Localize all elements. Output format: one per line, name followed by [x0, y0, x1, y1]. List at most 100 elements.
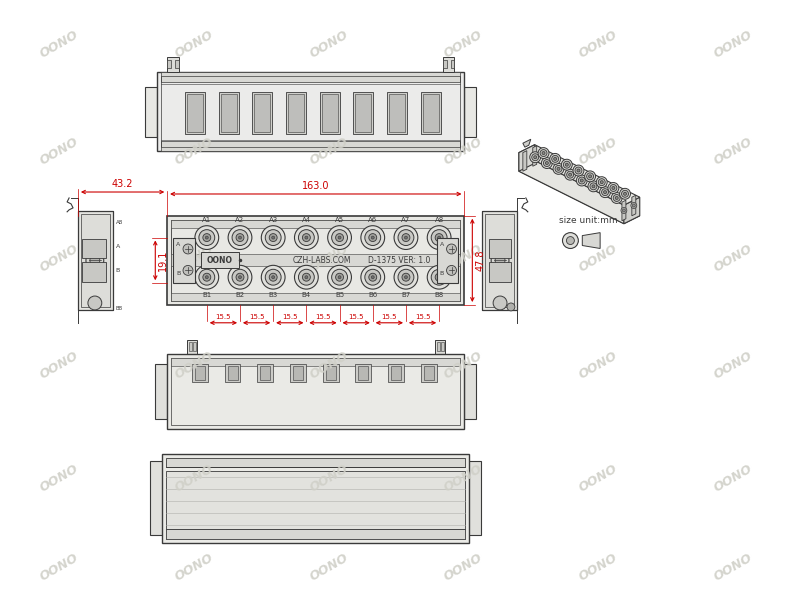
- Circle shape: [369, 273, 377, 281]
- Circle shape: [534, 156, 537, 159]
- Circle shape: [622, 190, 629, 197]
- Circle shape: [578, 177, 586, 184]
- Circle shape: [608, 182, 619, 193]
- Bar: [187, 340, 197, 355]
- Circle shape: [507, 303, 515, 311]
- Text: 19.1: 19.1: [158, 250, 168, 271]
- Bar: [422, 94, 438, 131]
- Text: OONO: OONO: [172, 135, 215, 167]
- Circle shape: [577, 169, 580, 172]
- Bar: [167, 355, 464, 429]
- Circle shape: [446, 265, 457, 275]
- Circle shape: [580, 179, 583, 182]
- Circle shape: [554, 157, 557, 160]
- Text: B8: B8: [434, 292, 444, 298]
- Circle shape: [538, 148, 549, 158]
- Circle shape: [405, 236, 407, 239]
- Bar: [293, 367, 303, 380]
- Circle shape: [262, 226, 285, 250]
- Circle shape: [262, 265, 285, 289]
- Circle shape: [336, 273, 343, 281]
- Text: 15.5: 15.5: [282, 314, 298, 320]
- Circle shape: [332, 230, 347, 245]
- Circle shape: [585, 171, 595, 182]
- Text: B: B: [176, 271, 180, 276]
- Circle shape: [294, 265, 318, 289]
- Bar: [464, 364, 476, 419]
- Bar: [489, 239, 511, 259]
- Bar: [166, 458, 466, 467]
- Circle shape: [600, 187, 610, 197]
- Text: B4: B4: [302, 292, 311, 298]
- Polygon shape: [523, 139, 530, 147]
- Polygon shape: [519, 145, 534, 171]
- Text: A2: A2: [235, 217, 245, 223]
- Bar: [254, 94, 270, 131]
- Circle shape: [402, 233, 410, 242]
- Circle shape: [203, 273, 210, 281]
- Text: 15.5: 15.5: [414, 314, 430, 320]
- Text: OONO: OONO: [38, 462, 81, 494]
- Circle shape: [438, 236, 441, 239]
- Text: size unit:mm: size unit:mm: [558, 216, 617, 225]
- Circle shape: [298, 230, 314, 245]
- Bar: [442, 60, 446, 68]
- Bar: [320, 92, 339, 134]
- Bar: [218, 92, 238, 134]
- Circle shape: [405, 276, 407, 278]
- Circle shape: [592, 185, 595, 188]
- Text: OONO: OONO: [307, 135, 350, 167]
- Text: 47.8: 47.8: [475, 250, 486, 271]
- Circle shape: [228, 265, 252, 289]
- Circle shape: [398, 269, 414, 285]
- Text: OONO: OONO: [442, 242, 485, 275]
- Circle shape: [575, 167, 582, 174]
- Circle shape: [272, 236, 274, 239]
- Bar: [489, 262, 511, 282]
- Circle shape: [566, 236, 574, 245]
- Bar: [322, 364, 338, 382]
- Bar: [162, 142, 461, 151]
- Circle shape: [427, 265, 451, 289]
- Circle shape: [394, 226, 418, 250]
- Text: A: A: [115, 244, 120, 250]
- Bar: [171, 358, 461, 367]
- Circle shape: [493, 296, 507, 310]
- Text: CZH-LABS.COM: CZH-LABS.COM: [293, 256, 351, 265]
- Bar: [171, 358, 461, 425]
- Circle shape: [398, 230, 414, 245]
- Circle shape: [328, 226, 351, 250]
- Circle shape: [195, 265, 218, 289]
- Polygon shape: [622, 200, 626, 221]
- Text: B1: B1: [202, 292, 211, 298]
- Bar: [355, 94, 371, 131]
- Text: A: A: [440, 242, 444, 247]
- Circle shape: [236, 233, 244, 242]
- Bar: [391, 367, 401, 380]
- Bar: [195, 367, 205, 380]
- Bar: [464, 87, 476, 137]
- Circle shape: [614, 194, 620, 202]
- Circle shape: [199, 230, 214, 245]
- Circle shape: [550, 154, 561, 164]
- Text: OONO: OONO: [38, 28, 81, 61]
- Bar: [421, 92, 441, 134]
- Text: B3: B3: [269, 292, 278, 298]
- Bar: [442, 57, 454, 72]
- Bar: [167, 57, 179, 72]
- Bar: [158, 72, 464, 151]
- Circle shape: [203, 233, 210, 242]
- Bar: [286, 92, 306, 134]
- Circle shape: [332, 269, 347, 285]
- Text: OONO: OONO: [172, 242, 215, 275]
- Circle shape: [576, 175, 587, 186]
- Bar: [171, 220, 461, 301]
- Text: B5: B5: [335, 292, 344, 298]
- Circle shape: [86, 251, 104, 269]
- Text: OONO: OONO: [442, 462, 485, 494]
- Circle shape: [603, 191, 606, 194]
- Text: OONO: OONO: [442, 28, 485, 61]
- Text: A1: A1: [202, 217, 211, 223]
- Bar: [221, 94, 237, 131]
- Polygon shape: [519, 152, 624, 224]
